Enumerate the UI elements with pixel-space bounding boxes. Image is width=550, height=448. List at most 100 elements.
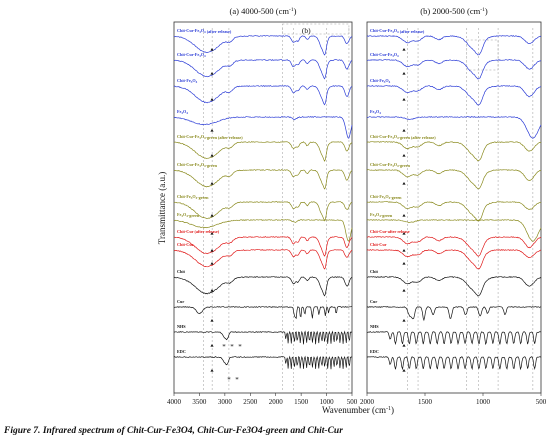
left-series-line-10 (173, 276, 353, 297)
left-peak-marker-8 (210, 249, 214, 252)
right-peak-marker-2 (402, 98, 406, 101)
right-peak-marker-1 (402, 72, 406, 75)
left-x-tick-label-1000: 1000 (320, 398, 335, 406)
right-x-tick-label-1000: 1000 (476, 398, 491, 406)
inset-label: (b) (302, 26, 311, 35)
left-peak-marker-1 (210, 72, 214, 75)
left-x-tick-label-3000: 3000 (218, 398, 233, 406)
left-series-line-13 (173, 355, 353, 370)
right-series-label-3: Fe3O4 (370, 109, 381, 115)
right-peak-marker-4 (402, 154, 406, 157)
right-peak-marker-11 (402, 319, 406, 322)
right-panel-title: (b) 2000-500 (cm-1) (420, 6, 488, 16)
left-peak-marker-2 (210, 98, 214, 101)
edc-asterisk-4: * (235, 376, 239, 384)
left-x-tick-label-3500: 3500 (192, 398, 207, 406)
left-peak-marker-9 (210, 262, 214, 265)
right-series-label-10: Chit (370, 269, 379, 274)
right-series-label-11: Cur (370, 299, 377, 304)
left-series-line-4 (173, 141, 353, 162)
left-x-tick-label-2500: 2500 (243, 398, 258, 406)
right-series-label-0: Chit-Cur-Fe3O4 (after release) (370, 28, 425, 34)
caption-label: Figure 7. (4, 426, 41, 436)
right-panel-frame (366, 21, 542, 394)
inset-region-box (282, 23, 350, 35)
left-panel-title: (a) 4000-500 (cm-1) (230, 6, 297, 16)
left-series-line-3 (173, 116, 353, 139)
right-peak-marker-9 (402, 262, 406, 265)
right-series-line-13 (366, 356, 542, 371)
left-series-line-9 (173, 249, 353, 270)
left-peak-marker-10 (210, 289, 214, 292)
left-series-label-12: NHS (177, 324, 186, 329)
right-series-line-11 (366, 306, 542, 322)
right-series-label-4: Chit-Cur-Fe3O4-green (after release) (370, 134, 436, 140)
right-series-label-12: NHS (370, 324, 379, 329)
right-series-label-5: Chit-Cur-Fe3O4-green (370, 162, 411, 168)
right-peak-marker-10 (402, 289, 406, 292)
right-series-line-2 (366, 85, 542, 106)
left-series-label-9: Chit-Cur (177, 242, 194, 247)
left-peak-marker-13 (210, 369, 214, 372)
left-peak-marker-6 (210, 214, 214, 217)
y-axis-label: Transmittance (a.u.) (157, 172, 167, 244)
left-series-label-0: Chit-Cur-Fe3O4 (after release) (177, 28, 232, 34)
caption-text: Infrared spectrum of Chit-Cur-Fe3O4, Chi… (42, 426, 343, 436)
right-highlight-box (466, 39, 499, 71)
left-series-label-6: Chit-Fe3O4-green (177, 194, 209, 200)
left-guide-lines (203, 23, 350, 391)
figure-caption: Figure 7. Infrared spectrum of Chit-Cur-… (4, 426, 343, 436)
left-series-line-6 (173, 201, 353, 222)
left-series-label-2: Chit-Fe3O4 (177, 78, 198, 84)
edc-asterisk-2: * (238, 343, 242, 351)
left-series-line-12 (173, 330, 353, 345)
right-series-label-7: Fe3O4-green (370, 212, 393, 218)
right-series-label-2: Chit-Fe3O4 (370, 78, 391, 84)
left-series-label-11: Cur (177, 299, 184, 304)
left-series-label-8: Chit-Cur (after release) (177, 229, 220, 234)
left-x-tick-label-500: 500 (347, 398, 358, 406)
edc-asterisk-3: * (227, 376, 231, 384)
left-series-label-5: Chit-Cur-Fe3O4-green (177, 162, 218, 168)
right-x-tick-label-2000: 2000 (360, 398, 375, 406)
edc-asterisk-0: * (222, 343, 226, 351)
right-peak-marker-8 (402, 249, 406, 252)
right-series-line-4 (366, 141, 541, 162)
right-peak-marker-0 (402, 48, 406, 51)
right-peak-marker-13 (402, 369, 406, 372)
right-series-line-3 (366, 116, 542, 139)
left-series-label-3: Fe3O4 (177, 109, 188, 115)
left-series-line-11 (173, 306, 352, 320)
right-peak-marker-5 (402, 182, 406, 185)
left-peak-marker-0 (210, 48, 214, 51)
right-series-line-12 (367, 331, 542, 346)
right-series-line-1 (367, 59, 542, 80)
left-x-tick-label-4000: 4000 (167, 398, 182, 406)
right-peak-marker-6 (402, 214, 406, 217)
left-series-line-2 (173, 85, 353, 106)
left-peak-marker-3 (210, 129, 214, 132)
left-peak-marker-4 (210, 154, 214, 157)
left-series-line-7 (173, 219, 353, 242)
right-peak-marker-12 (402, 344, 406, 347)
right-spectra: Chit-Cur-Fe3O4 (after release) Chit-Cur-F… (366, 28, 542, 372)
left-panel-frame (173, 21, 353, 394)
left-series-line-5 (173, 169, 353, 190)
left-series-label-13: EDC (177, 349, 186, 354)
left-x-tick-label-2000: 2000 (269, 398, 284, 406)
left-peak-marker-11 (210, 319, 214, 322)
edc-asterisk-1: * (230, 343, 234, 351)
left-x-tick-label-1500: 1500 (294, 398, 309, 406)
left-peak-marker-7 (210, 232, 214, 235)
x-axis-label: Wavenumber (cm-1) (322, 405, 394, 415)
right-series-label-1: Chit-Cur-Fe3O4 (370, 52, 399, 58)
left-series-label-7: Fe3O4-green (177, 212, 200, 218)
left-series-label-4: Chit-Cur-Fe3O4-green (after release) (177, 134, 243, 140)
left-peak-marker-5 (210, 182, 214, 185)
right-x-tick-label-1500: 1500 (418, 398, 433, 406)
right-series-line-7 (366, 219, 542, 242)
left-series-line-1 (174, 59, 353, 80)
right-series-label-8: Chit-Cur-after release (370, 229, 410, 234)
right-peak-marker-3 (402, 129, 406, 132)
